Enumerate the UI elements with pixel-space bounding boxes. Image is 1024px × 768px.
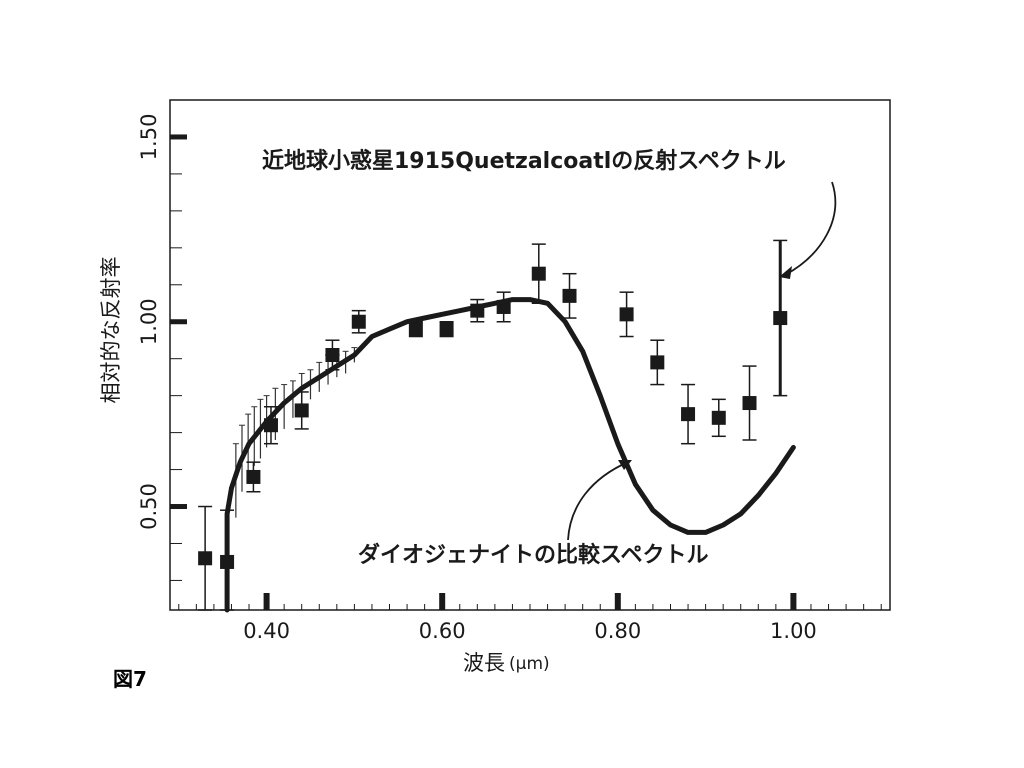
y-minor-ticks (170, 99, 182, 581)
y-major-tick (170, 319, 187, 325)
y-tick-labels: 0.50 1.00 1.50 (137, 114, 161, 530)
data-point (246, 469, 261, 484)
y-major-ticks (170, 134, 187, 510)
data-point (470, 303, 485, 318)
data-point (742, 396, 757, 411)
y-tick-label: 1.00 (137, 298, 161, 345)
data-point (220, 554, 235, 569)
plot-frame (169, 99, 891, 611)
data-point (531, 266, 546, 281)
x-tick-label: 1.00 (770, 619, 817, 643)
y-major-tick (170, 504, 187, 510)
data-point (294, 403, 309, 418)
y-axis-title: 相対的な反射率 (99, 257, 123, 404)
x-tick-label: 0.40 (243, 619, 290, 643)
data-point (408, 322, 423, 337)
data-point (619, 307, 634, 322)
data-point (562, 288, 577, 303)
annotation-arrow-observed (784, 181, 837, 276)
annotation-arrow-comparison (567, 461, 629, 541)
annotation-observed-spectrum: 近地球小惑星1915Quetzalcoatlの反射スペクトル (262, 148, 786, 174)
data-point (773, 311, 788, 326)
data-point (650, 355, 665, 370)
data-point (263, 418, 278, 433)
x-tick-label: 0.60 (419, 619, 466, 643)
y-tick-label: 0.50 (137, 483, 161, 530)
x-tick-label: 0.80 (594, 619, 641, 643)
data-point (351, 314, 366, 329)
x-major-tick (790, 593, 797, 610)
x-axis-unit: (μm) (509, 654, 550, 674)
data-point (681, 407, 696, 422)
annotation-arrowhead-comparison (618, 460, 632, 470)
x-tick-labels: 0.40 0.60 0.80 1.00 (243, 619, 817, 643)
x-major-tick (263, 593, 270, 610)
data-point (439, 322, 454, 337)
x-minor-ticks (178, 604, 882, 610)
observed-data-points (198, 239, 788, 611)
x-major-tick (439, 593, 446, 610)
y-tick-label: 1.50 (137, 114, 161, 161)
y-major-tick (170, 134, 187, 140)
x-axis-title: 波長 (463, 651, 505, 675)
annotation-arrowhead-observed (779, 266, 792, 279)
data-point (711, 410, 726, 425)
x-major-ticks (263, 593, 797, 610)
x-major-tick (614, 593, 621, 610)
data-point (325, 348, 340, 362)
annotation-comparison-spectrum: ダイオジェナイトの比較スペクトル (358, 542, 708, 568)
data-point (496, 299, 511, 314)
figure-label: 図7 (113, 667, 147, 691)
data-point (198, 551, 213, 566)
